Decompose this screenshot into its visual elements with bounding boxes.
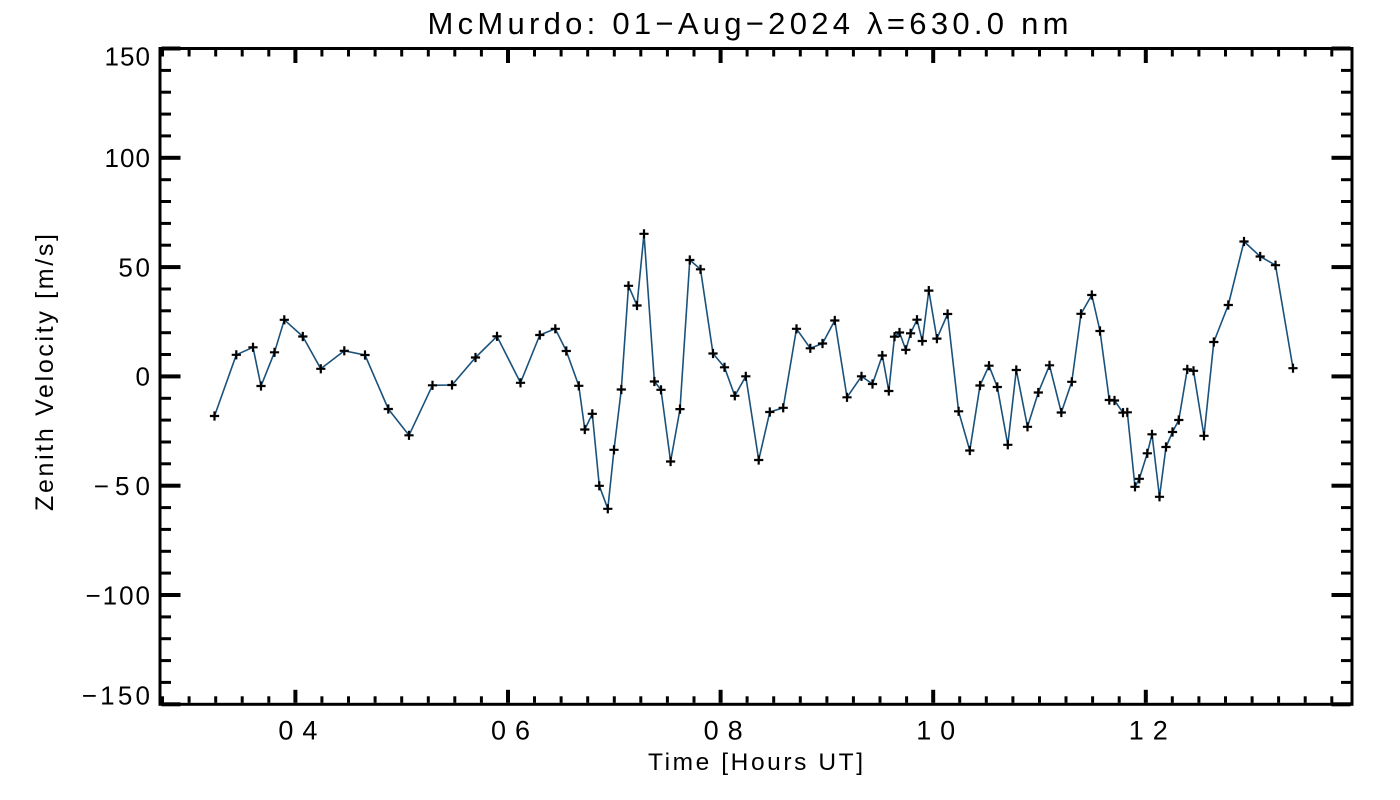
svg-text:−100: −100 [86, 580, 151, 610]
svg-text:0: 0 [136, 362, 150, 392]
svg-text:Zenith Velocity [m/s]: Zenith Velocity [m/s] [31, 234, 59, 511]
svg-text:100: 100 [105, 143, 151, 173]
svg-text:150: 150 [105, 42, 151, 72]
svg-text:04: 04 [278, 716, 317, 746]
svg-text:Time [Hours UT]: Time [Hours UT] [648, 749, 863, 776]
svg-text:08: 08 [704, 716, 743, 746]
svg-text:10: 10 [916, 716, 955, 746]
svg-text:06: 06 [491, 716, 530, 746]
svg-text:50: 50 [118, 252, 150, 282]
svg-text:12: 12 [1129, 716, 1168, 746]
svg-text:−50: −50 [94, 471, 150, 501]
svg-text:McMurdo: 01−Aug−2024 λ=630.0 n: McMurdo: 01−Aug−2024 λ=630.0 nm [428, 6, 1069, 41]
svg-text:−150: −150 [82, 680, 150, 710]
